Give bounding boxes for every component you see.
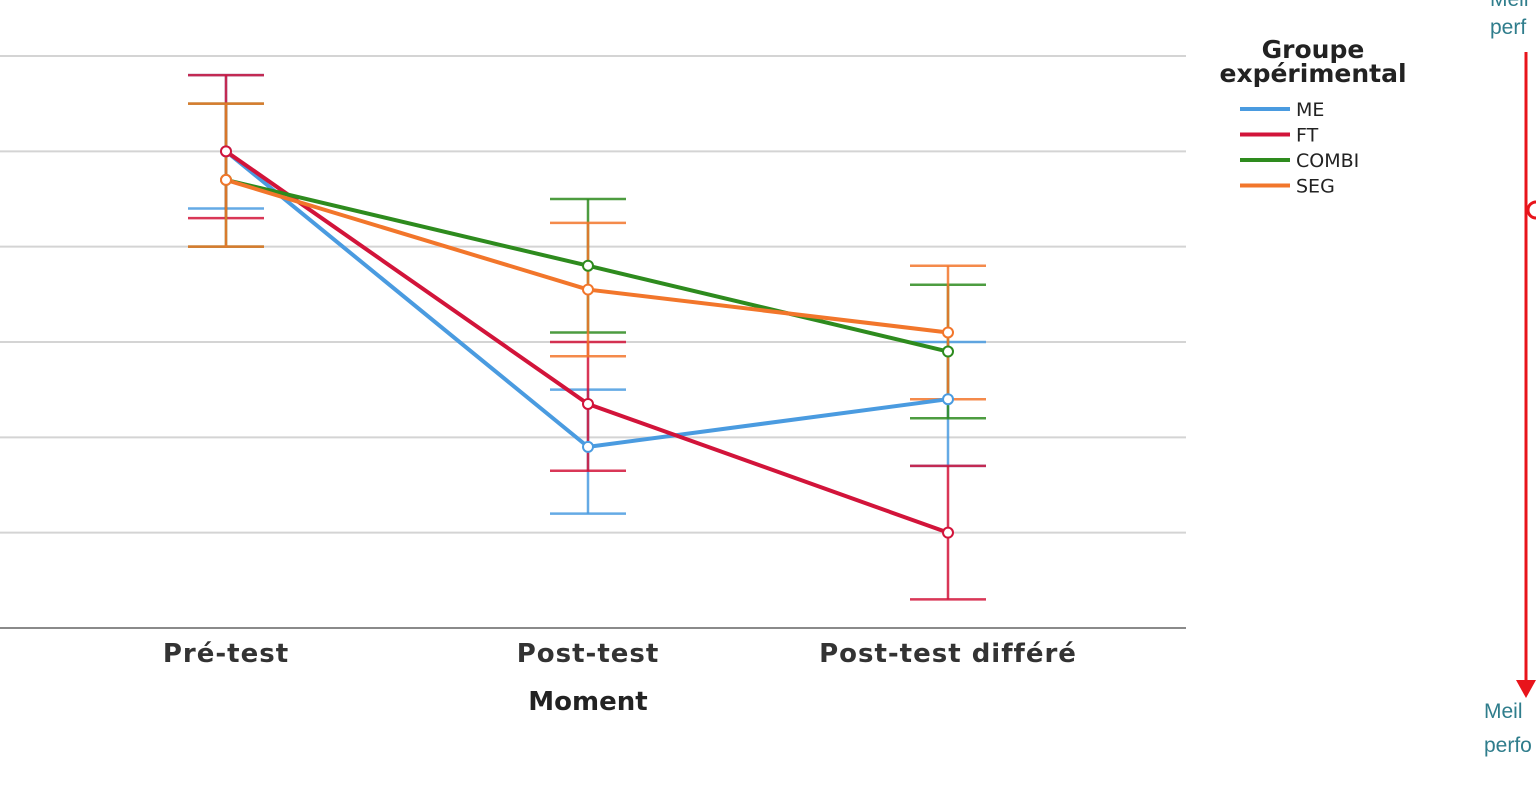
series-points xyxy=(220,145,954,539)
legend-item-me: ME xyxy=(1240,99,1324,121)
legend: Groupe expérimental ME FT COMBI SEG xyxy=(1219,35,1406,198)
legend-title-line2: expérimental xyxy=(1219,59,1406,88)
legend-items: ME FT COMBI SEG xyxy=(1240,99,1359,198)
x-tick-label: Pré-test xyxy=(163,639,289,669)
side-top-text-line2: perf xyxy=(1490,16,1526,39)
legend-label: COMBI xyxy=(1296,150,1359,172)
x-axis-title: Moment xyxy=(528,687,647,717)
data-point-ft xyxy=(942,526,954,539)
legend-label: FT xyxy=(1296,125,1319,147)
x-tick-label: Post-test xyxy=(517,639,660,669)
gridlines xyxy=(0,55,1186,534)
legend-item-combi: COMBI xyxy=(1240,150,1359,172)
side-bottom-text-line1: Meil xyxy=(1484,700,1523,723)
legend-item-seg: SEG xyxy=(1240,176,1335,198)
legend-title-line1: Groupe xyxy=(1262,35,1365,64)
data-point-seg xyxy=(220,173,232,186)
legend-label: SEG xyxy=(1296,176,1335,198)
x-axis: Pré-test Post-test Post-test différé xyxy=(0,627,1186,669)
data-point-combi xyxy=(942,345,954,358)
legend-label: ME xyxy=(1296,99,1324,121)
side-arrow-head-icon xyxy=(1516,680,1536,698)
data-point-combi xyxy=(582,259,594,272)
data-point-me xyxy=(942,393,954,406)
data-point-ft xyxy=(582,397,594,410)
error-bars xyxy=(188,73,986,601)
data-point-seg xyxy=(582,283,594,296)
side-annotation: Meil perf Meil perfo xyxy=(1484,0,1536,757)
data-point-me xyxy=(582,440,594,453)
side-circle-marker-icon xyxy=(1526,200,1536,220)
data-point-ft xyxy=(220,145,232,158)
legend-item-ft: FT xyxy=(1240,125,1319,147)
x-tick-label: Post-test différé xyxy=(819,639,1077,669)
side-bottom-text-line2: perfo xyxy=(1484,734,1532,757)
side-top-text-line1: Meil xyxy=(1490,0,1529,11)
data-point-seg xyxy=(942,326,954,339)
